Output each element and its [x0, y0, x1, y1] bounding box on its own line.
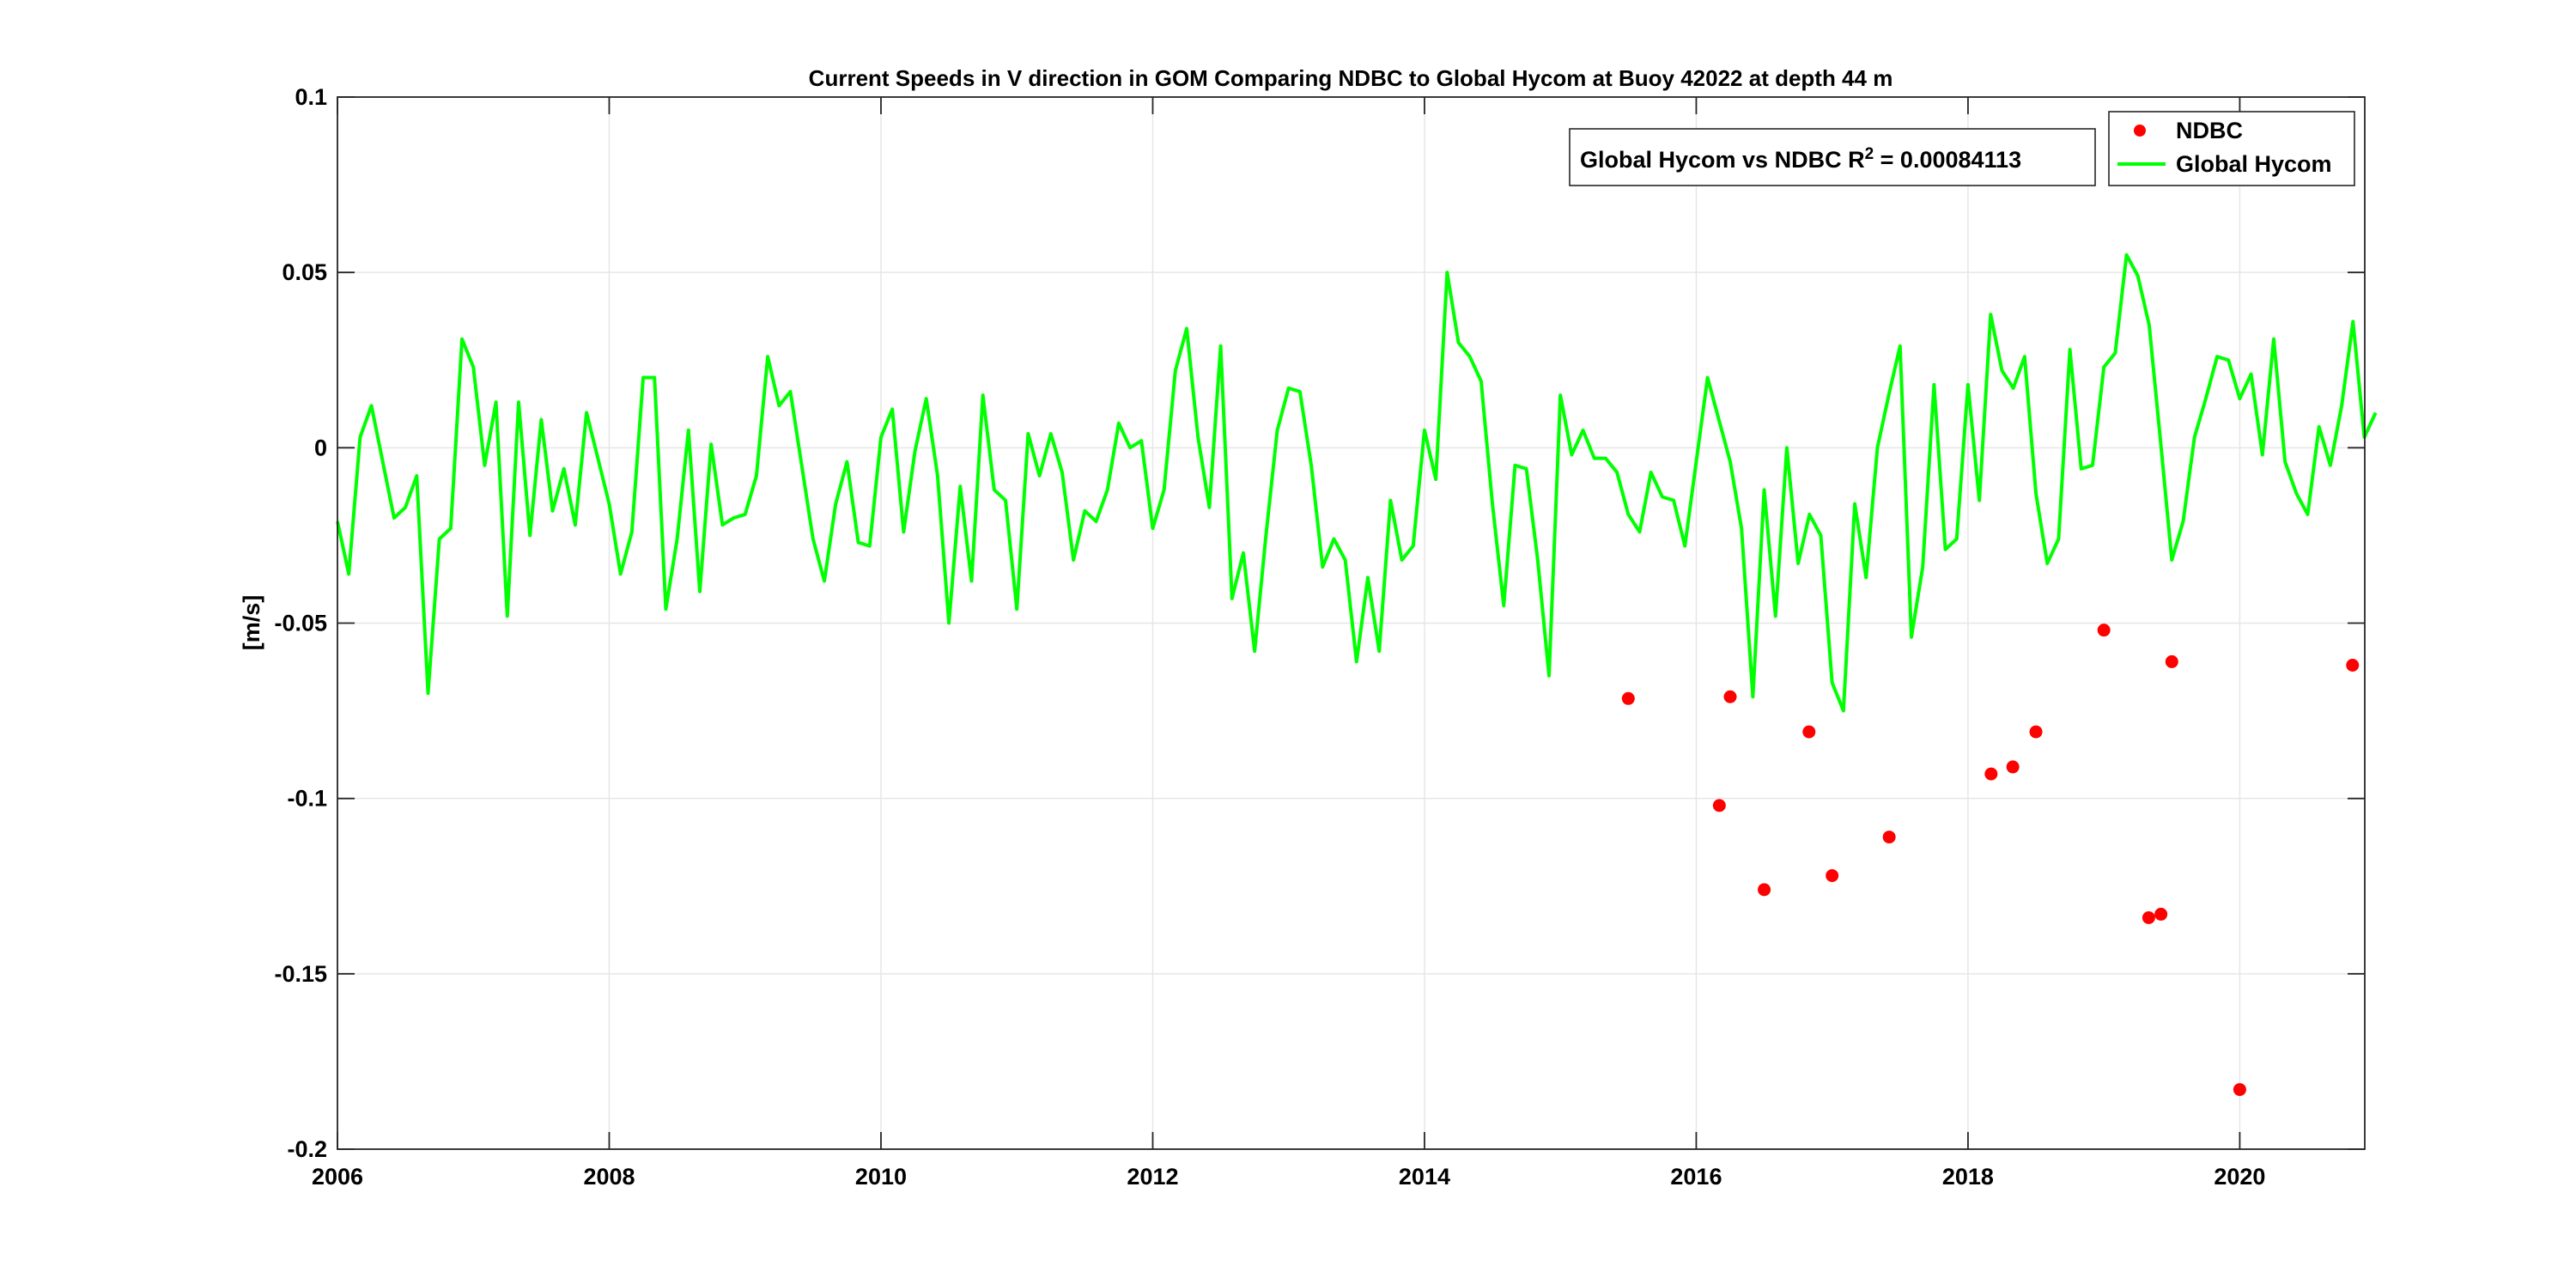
ndbc-data-point: [1826, 869, 1839, 882]
x-tick-label: 2010: [855, 1164, 907, 1190]
ndbc-data-point: [1984, 767, 1998, 781]
x-tick-label: 2018: [1942, 1164, 1994, 1190]
x-tick-label: 2008: [583, 1164, 635, 1190]
y-tick-label: 0: [314, 435, 327, 460]
y-axis-label: [m/s]: [239, 595, 264, 651]
ndbc-data-point: [2097, 624, 2111, 637]
ndbc-data-point: [2233, 1083, 2246, 1097]
legend: NDBC Global Hycom: [2108, 111, 2355, 186]
legend-hycom-label: Global Hycom: [2176, 151, 2332, 177]
y-tick-label: -0.15: [274, 961, 327, 987]
x-tick-label: 2014: [1399, 1164, 1450, 1190]
annotation-text: Global Hycom vs NDBC R2 = 0.00084113: [1580, 145, 2021, 173]
x-tick-label: 2016: [1670, 1164, 1722, 1190]
y-tick-label: 0.05: [282, 259, 327, 285]
axis-ticks: 2006 2008 2010 2012 2014 2016 2018 2020 -0.2 -0.1…: [274, 84, 2365, 1190]
ndbc-data-point: [2006, 760, 2020, 774]
legend-ndbc-label: NDBC: [2176, 118, 2243, 143]
ndbc-data-point: [1712, 799, 1726, 812]
global-hycom-series-line: [336, 253, 2378, 713]
ndbc-data-point: [1621, 691, 1635, 705]
x-tick-label: 2006: [312, 1164, 363, 1190]
y-tick-label: -0.05: [274, 611, 327, 636]
annotation-label: Global Hycom vs NDBC R: [1580, 147, 1865, 173]
chart-title: Current Speeds in V direction in GOM Com…: [809, 65, 1893, 91]
ndbc-data-point: [2346, 659, 2360, 672]
annotation-superscript: 2: [1865, 145, 1874, 163]
ndbc-data-point: [1758, 883, 1771, 897]
ndbc-data-point: [1882, 831, 1896, 844]
series-layer: [336, 253, 2378, 1097]
annotation-value: = 0.00084113: [1874, 147, 2021, 173]
y-tick-label: -0.2: [287, 1136, 327, 1162]
ndbc-data-point: [1802, 725, 1816, 739]
ndbc-data-point: [2154, 907, 2168, 921]
y-tick-label: -0.1: [287, 786, 327, 812]
ndbc-data-point: [2142, 911, 2155, 924]
ndbc-data-point: [2029, 725, 2043, 739]
x-tick-label: 2020: [2214, 1164, 2265, 1190]
ndbc-data-point: [1723, 690, 1737, 703]
annotation-box: [1569, 128, 2096, 186]
legend-ndbc-marker: [2134, 125, 2146, 137]
ndbc-data-point: [2165, 654, 2178, 668]
legend-box: [2108, 111, 2355, 186]
r-squared-annotation: Global Hycom vs NDBC R2 = 0.00084113: [1569, 128, 2096, 186]
x-tick-label: 2012: [1127, 1164, 1178, 1190]
y-tick-label: 0.1: [295, 84, 327, 110]
